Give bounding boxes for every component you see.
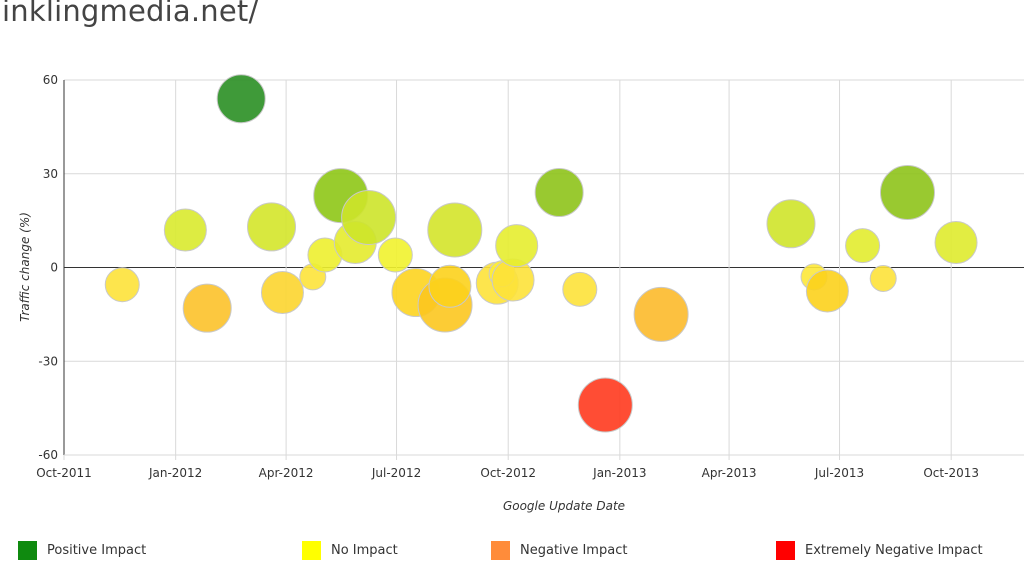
bubbles (104, 74, 978, 433)
bubble-point[interactable] (260, 271, 304, 314)
legend-label-negative: Negative Impact (520, 542, 628, 558)
legend-item-positive[interactable]: Positive Impact (18, 538, 146, 562)
x-tick-label: Jan-2013 (592, 466, 646, 480)
bubble-point[interactable] (534, 168, 584, 217)
bubble-point[interactable] (163, 208, 207, 252)
bubble-chart: 60 30 0 -30 -60 Oct-2011 Jan-2012 Apr-2012 Jul-2… (18, 73, 1024, 513)
bubble-point[interactable] (766, 199, 816, 249)
x-tick-label: Oct-2011 (36, 466, 92, 480)
bubble-point[interactable] (869, 264, 897, 292)
legend-label-extremely-negative: Extremely Negative Impact (805, 542, 983, 558)
legend: Positive Impact No Impact Negative Impac… (0, 536, 1024, 566)
x-tick-label: Apr-2013 (702, 466, 757, 480)
bubble-point[interactable] (247, 202, 297, 252)
y-tick-label: 30 (43, 167, 58, 181)
legend-swatch-extremely-negative (776, 540, 795, 560)
legend-swatch-no-impact (302, 540, 321, 560)
legend-item-no-impact[interactable]: No Impact (302, 538, 398, 562)
legend-label-positive: Positive Impact (47, 542, 147, 558)
axes: 60 30 0 -30 -60 Oct-2011 Jan-2012 Apr-2012 Jul-2… (36, 73, 1024, 480)
y-tick-label: 60 (43, 73, 58, 87)
bubble-point[interactable] (104, 267, 140, 303)
bubble-point[interactable] (216, 74, 266, 124)
x-tick-label: Jul-2012 (371, 466, 421, 480)
bubble-point[interactable] (845, 228, 881, 264)
site-title: inklingmedia.net/ (2, 0, 259, 28)
bubble-point[interactable] (428, 264, 472, 308)
y-tick-label: -30 (38, 354, 58, 368)
bubble-point[interactable] (495, 224, 539, 268)
bubble-point[interactable] (934, 221, 978, 264)
bubble-point[interactable] (562, 271, 598, 307)
bubble-point[interactable] (182, 283, 232, 333)
bubble-point[interactable] (427, 202, 483, 258)
legend-item-extremely-negative[interactable]: Extremely Negative Impact (776, 538, 983, 562)
legend-swatch-positive (18, 540, 37, 560)
legend-item-negative[interactable]: Negative Impact (491, 538, 627, 562)
bubble-point[interactable] (341, 190, 397, 245)
y-tick-label: 0 (50, 261, 58, 275)
bubble-point[interactable] (805, 269, 849, 313)
x-axis-title: Google Update Date (503, 499, 625, 513)
y-tick-label: -60 (38, 448, 58, 462)
x-tick-label: Jul-2013 (814, 466, 864, 480)
bubble-point[interactable] (633, 286, 689, 342)
x-tick-label: Oct-2012 (480, 466, 536, 480)
bubble-point[interactable] (377, 237, 413, 273)
legend-swatch-negative (491, 540, 510, 560)
y-axis-title: Traffic change (%) (18, 212, 32, 322)
legend-label-no-impact: No Impact (331, 542, 398, 558)
x-tick-label: Apr-2012 (259, 466, 314, 480)
x-tick-label: Jan-2012 (148, 466, 202, 480)
bubble-point[interactable] (577, 377, 633, 433)
x-tick-label: Oct-2013 (923, 466, 979, 480)
bubble-point[interactable] (879, 165, 935, 220)
